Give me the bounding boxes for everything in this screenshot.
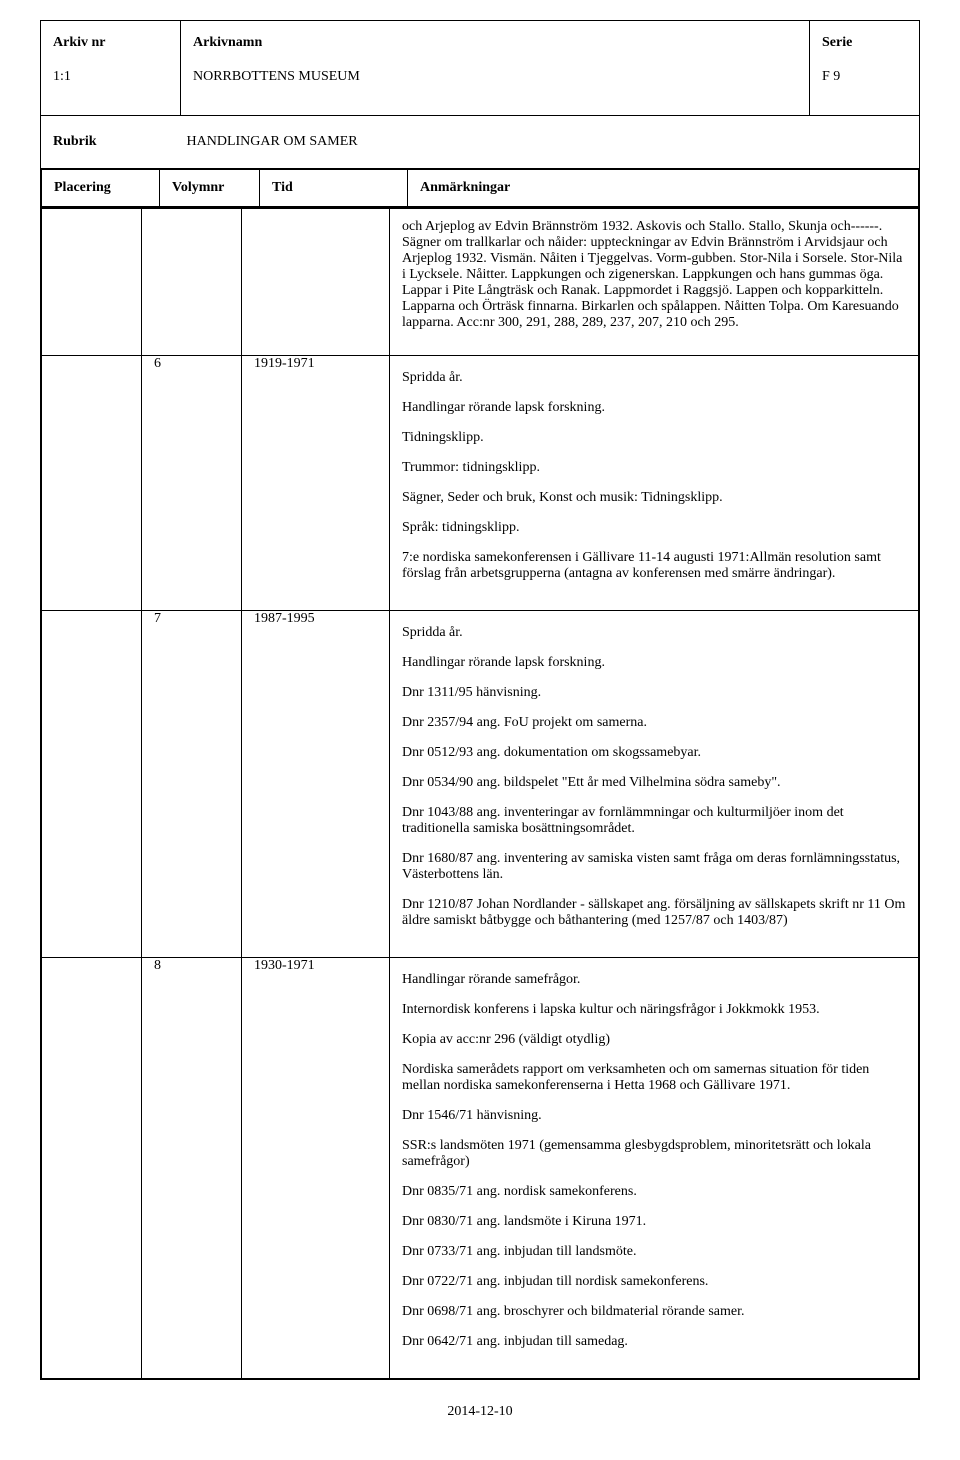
rubrik-label: Rubrik: [53, 134, 183, 150]
footer-date: 2014-12-10: [40, 1380, 920, 1420]
intro-vol: [142, 209, 242, 356]
anm-line: Trummor: tidningsklipp.: [402, 460, 906, 476]
anm-line: Dnr 1680/87 ang. inventering av samiska …: [402, 851, 906, 883]
anm-line: Dnr 0722/71 ang. inbjudan till nordisk s…: [402, 1274, 906, 1290]
anm-block: Spridda år. Handlingar rörande lapsk fors…: [402, 370, 906, 582]
placering-cell: [42, 958, 142, 1379]
table-row: 71987-1995 Spridda år. Handlingar rörande …: [42, 611, 919, 958]
anm-block: Handlingar rörande samefrågor. Internordi…: [402, 972, 906, 1048]
placering-cell: [42, 611, 142, 958]
table-row: 61919-1971 Spridda år. Handlingar rörande …: [42, 356, 919, 611]
tid-cell: 1930-1971: [242, 958, 390, 1379]
serie-value: F 9: [822, 51, 907, 85]
arkivnr-label: Arkiv nr: [53, 35, 106, 50]
anm-line: Handlingar rörande lapsk forskning.: [402, 400, 906, 416]
anm-line: Språk: tidningsklipp.: [402, 520, 906, 536]
rubrik-cell: Rubrik HANDLINGAR OM SAMER: [41, 116, 920, 169]
anm-line: Sägner, Seder och bruk, Konst och musik:…: [402, 490, 906, 506]
anm-line: SSR:s landsmöten 1971 (gemensamma glesby…: [402, 1138, 906, 1170]
document-table: Arkiv nr 1:1 Arkivnamn NORRBOTTENS MUSEU…: [40, 20, 920, 1380]
rubrik-value: HANDLINGAR OM SAMER: [187, 134, 358, 149]
anm-line: Spridda år.: [402, 625, 906, 641]
intro-text: och Arjeplog av Edvin Brännström 1932. A…: [402, 219, 906, 331]
anm-line: Dnr 0830/71 ang. landsmöte i Kiruna 1971…: [402, 1214, 906, 1230]
page: Arkiv nr 1:1 Arkivnamn NORRBOTTENS MUSEU…: [0, 0, 960, 1460]
anm-block: Spridda år. Handlingar rörande lapsk fors…: [402, 625, 906, 671]
anm-line: Dnr 0534/90 ang. bildspelet "Ett år med …: [402, 775, 906, 791]
anm-line: Tidningsklipp.: [402, 430, 906, 446]
col-anm: Anmärkningar: [408, 170, 919, 207]
anm-cell: Spridda år. Handlingar rörande lapsk fors…: [390, 356, 919, 611]
col-volymnr: Volymnr: [160, 170, 260, 207]
body-row: och Arjeplog av Edvin Brännström 1932. A…: [41, 208, 920, 1380]
volymnr-cell: 7: [142, 611, 242, 958]
anm-line: 7:e nordiska samekonferensen i Gällivare…: [402, 550, 906, 582]
anm-cell: Handlingar rörande samefrågor. Internordi…: [390, 958, 919, 1379]
serie-label: Serie: [822, 35, 852, 50]
anm-line: Dnr 0512/93 ang. dokumentation om skogss…: [402, 745, 906, 761]
entries-body: 61919-1971 Spridda år. Handlingar rörande …: [42, 356, 919, 1379]
body-inner-table: och Arjeplog av Edvin Brännström 1932. A…: [41, 208, 919, 1379]
intro-placering: [42, 209, 142, 356]
header-row: Arkiv nr 1:1 Arkivnamn NORRBOTTENS MUSEU…: [41, 21, 920, 116]
tid-cell: 1919-1971: [242, 356, 390, 611]
tid-cell: 1987-1995: [242, 611, 390, 958]
header-cell-arkivnamn: Arkivnamn NORRBOTTENS MUSEUM: [181, 21, 810, 116]
table-row: 81930-1971Handlingar rörande samefrågor.…: [42, 958, 919, 1379]
column-header-row: Placering Volymnr Tid Anmärkningar: [41, 169, 920, 208]
placering-cell: [42, 356, 142, 611]
anm-line: Handlingar rörande lapsk forskning.: [402, 655, 906, 671]
intro-ann: och Arjeplog av Edvin Brännström 1932. A…: [390, 209, 919, 356]
arkivnr-value: 1:1: [53, 51, 168, 85]
intro-row: och Arjeplog av Edvin Brännström 1932. A…: [42, 209, 919, 356]
arkivnamn-label: Arkivnamn: [193, 35, 262, 50]
anm-line: Nordiska samerådets rapport om verksamhe…: [402, 1062, 906, 1094]
rubrik-row: Rubrik HANDLINGAR OM SAMER: [41, 116, 920, 169]
header-cell-serie: Serie F 9: [810, 21, 920, 116]
anm-line: Dnr 0733/71 ang. inbjudan till landsmöte…: [402, 1244, 906, 1260]
anm-line: Dnr 0642/71 ang. inbjudan till samedag.: [402, 1334, 906, 1350]
anm-line: Internordisk konferens i lapska kultur o…: [402, 1002, 906, 1018]
header-cell-arkivnr: Arkiv nr 1:1: [41, 21, 181, 116]
anm-line: Dnr 1546/71 hänvisning.: [402, 1108, 906, 1124]
anm-line: Kopia av acc:nr 296 (väldigt otydlig): [402, 1032, 906, 1048]
column-header-cell: Placering Volymnr Tid Anmärkningar: [41, 169, 920, 208]
anm-line: Handlingar rörande samefrågor.: [402, 972, 906, 988]
arkivnamn-value: NORRBOTTENS MUSEUM: [193, 51, 797, 85]
anm-line: Dnr 1043/88 ang. inventeringar av fornlä…: [402, 805, 906, 837]
volymnr-cell: 8: [142, 958, 242, 1379]
anm-line: Dnr 0698/71 ang. broschyrer och bildmate…: [402, 1304, 906, 1320]
anm-line: Dnr 1210/87 Johan Nordlander - sällskape…: [402, 897, 906, 929]
col-placering: Placering: [42, 170, 160, 207]
anm-line: Dnr 0835/71 ang. nordisk samekonferens.: [402, 1184, 906, 1200]
column-header-inner: Placering Volymnr Tid Anmärkningar: [41, 169, 919, 207]
anm-cell: Spridda år. Handlingar rörande lapsk fors…: [390, 611, 919, 958]
anm-line: Spridda år.: [402, 370, 906, 386]
body-cell: och Arjeplog av Edvin Brännström 1932. A…: [41, 208, 920, 1380]
col-tid: Tid: [260, 170, 408, 207]
anm-line: Dnr 2357/94 ang. FoU projekt om samerna.: [402, 715, 906, 731]
anm-block: Dnr 1311/95 hänvisning. Dnr 2357/94 ang. …: [402, 685, 906, 929]
anm-line: Dnr 1311/95 hänvisning.: [402, 685, 906, 701]
intro-tid: [242, 209, 390, 356]
anm-block: Nordiska samerådets rapport om verksamhe…: [402, 1062, 906, 1350]
volymnr-cell: 6: [142, 356, 242, 611]
